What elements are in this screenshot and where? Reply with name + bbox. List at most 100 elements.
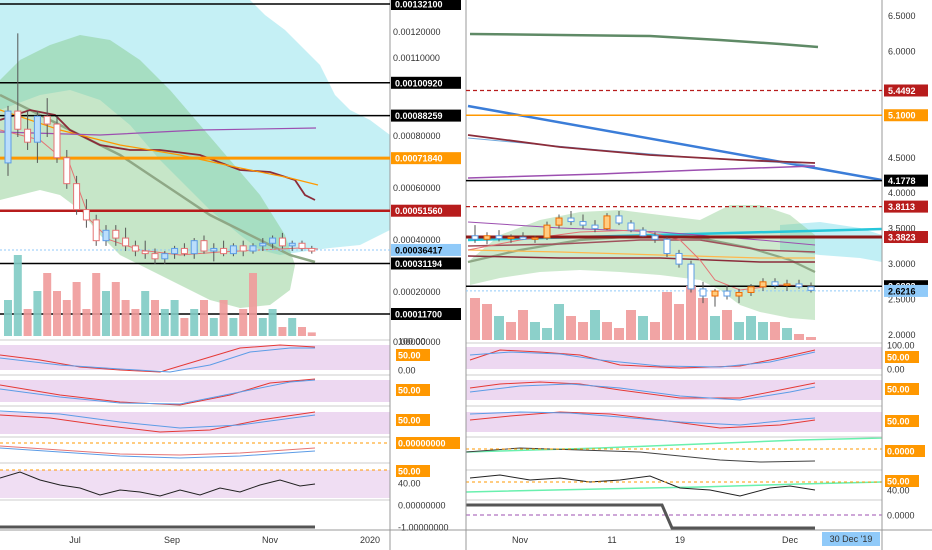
left-y-tick: 0.00120000 [393,27,441,37]
left-ichimoku-cloud-green [0,35,295,308]
right-candle [507,236,515,240]
right-volume-bar [746,316,756,340]
right-candle [783,283,791,286]
left-indicator-tag-bg [396,465,430,477]
right-candles [471,210,815,307]
right-indicator-label: 0.0000 [887,447,915,457]
right-osc5-black [469,474,816,497]
left-indicator-label: 50.00 [398,351,421,361]
left-volume-bar [258,318,267,336]
right-osc2-blue [469,383,816,401]
right-volume-bar [614,328,624,340]
left-price-tag-bg [391,243,461,256]
right-y-axis: 6.5000 6.0000 4.5000 4.0000 3.5000 3.0000 2.50… [888,11,916,340]
left-candle [259,242,267,247]
left-price-tags: 0.00132100 0.00100920 0.00088259 0.00071840… [391,0,461,320]
left-volume-bar [102,291,110,336]
left-indicator-label: 0.00000000 [398,501,446,511]
left-price-tag: 0.00051560 [395,206,443,216]
right-candle [519,236,527,240]
left-volume-bar [200,300,208,336]
left-indicator-label: 40.00 [398,479,421,489]
right-osc3-red [469,411,816,429]
left-volume-bar [288,318,297,336]
left-ma-purple [0,127,317,136]
right-candle [627,222,635,231]
left-y-tick: 0.00020000 [393,287,441,297]
right-x-tick: 19 [675,535,685,545]
right-candle [711,290,719,297]
right-candle [651,235,659,240]
left-price-tag: 0.00100920 [395,78,443,88]
left-candle [43,115,51,125]
left-volume-bar [180,318,189,336]
left-candle [112,229,120,239]
right-price-tag-bg [884,231,928,244]
left-indicator-labels: 100.00 50.00 0.00 50.00 50.00 0.00000000 50.00… [396,337,460,533]
right-ma-darkred [467,134,816,164]
left-volume-bar [121,300,130,336]
right-candle [723,290,731,297]
left-indicator-label: 0.00 [398,366,416,376]
left-candle [63,157,71,185]
right-indicator-tag-bg [885,415,919,427]
right-ma-orange [467,249,815,259]
right-candle [567,217,575,223]
left-y-tick: 0.00060000 [393,183,441,193]
right-ma-purple [467,165,816,179]
right-oscillator-lines [466,349,882,530]
left-volume-bar [278,327,287,336]
left-osc3-blue [0,410,316,429]
left-candle [180,247,188,255]
left-price-tag-bg [391,204,461,217]
right-volume-bar [782,328,792,340]
left-osc1-blue [0,347,315,373]
left-osc4-red [0,445,316,456]
left-volume-bar [4,300,12,336]
right-volume-bar [710,316,720,340]
right-price-tag-bg [884,284,928,297]
right-volume-bar [506,322,516,340]
left-indicator-label: 0.00000000 [398,439,446,449]
left-volume-bar [82,309,91,336]
right-candle [771,281,779,286]
right-price-tag-bg [884,174,928,187]
left-candle [131,245,139,252]
left-price-tag: 0.00071840 [395,154,443,164]
right-price-tag-bg [884,84,928,97]
left-osc1-red [0,344,316,373]
right-y-tick: 4.5000 [888,153,916,163]
right-candle [615,215,623,224]
left-volume-bar [92,273,101,336]
right-candle [555,217,563,226]
left-osc5-black [0,471,316,497]
left-volume-bar [249,273,257,336]
left-volume-bar [219,300,228,336]
left-indicator-label: 50.00 [398,416,421,426]
left-volume-bars [4,255,316,336]
right-ma-slowgreen [469,32,819,49]
right-candle [699,288,707,297]
left-volume-bar [23,309,32,336]
right-indicator-label: 50.00 [887,477,910,487]
left-ichimoku-cloud-cyan [0,0,390,255]
right-price-tag-bg [884,109,928,122]
right-candle [591,224,599,230]
left-candle [102,229,110,242]
right-volume-bar [554,304,564,340]
left-volume-bar [72,282,81,336]
right-y-tick: 6.5000 [888,11,916,21]
right-candle [675,252,683,265]
left-x-tick: Nov [262,535,279,545]
left-candle [82,209,90,221]
right-candle [663,238,671,254]
right-x-cursor-bg [822,532,880,546]
right-volume-bar [770,322,780,340]
right-candle [495,235,503,240]
left-volume-bar [209,318,218,336]
right-volume-bar [734,322,744,340]
right-candle [471,235,479,240]
left-volume-bar [239,309,248,336]
left-backgrounds [0,0,390,498]
